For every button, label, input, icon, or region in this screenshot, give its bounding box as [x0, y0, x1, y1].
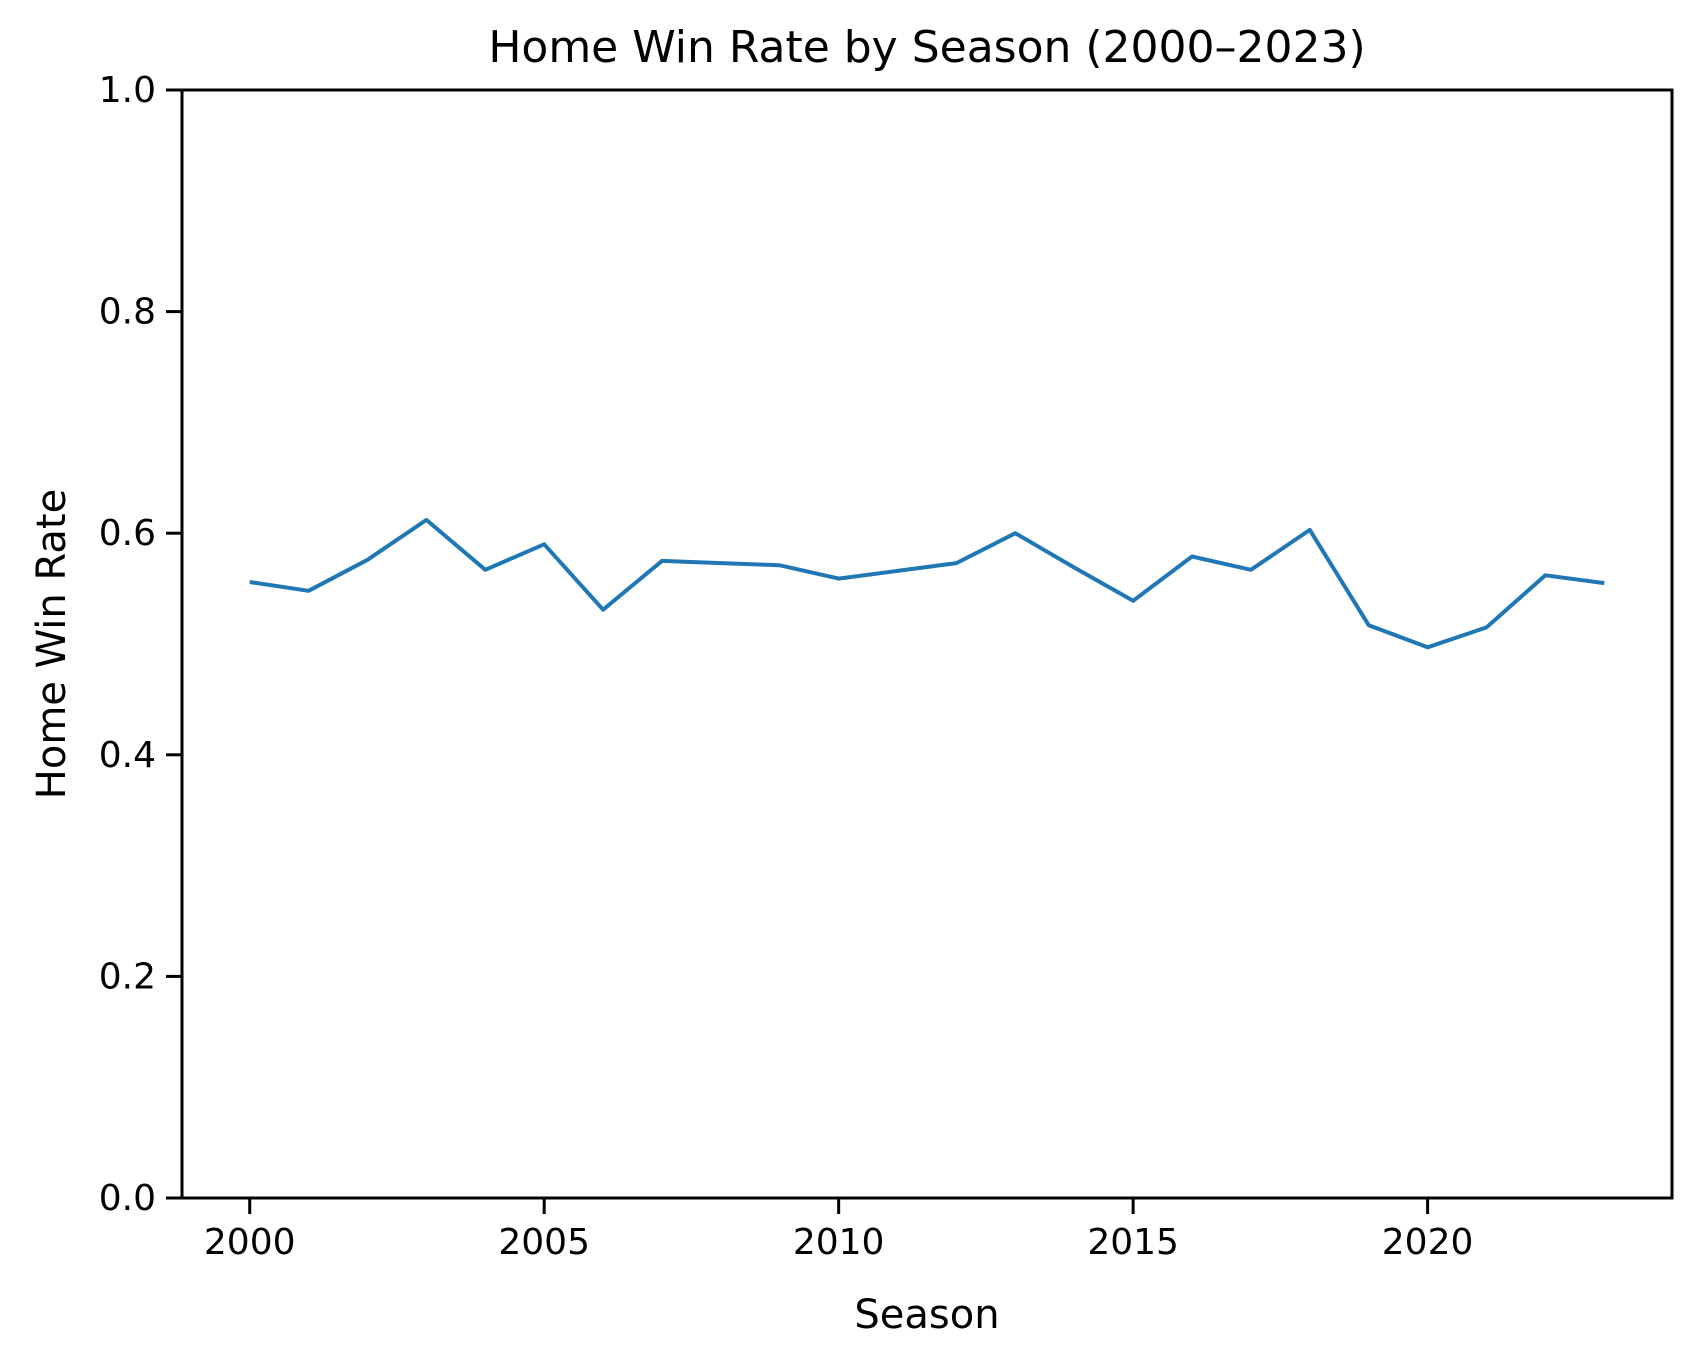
y-tick-label: 0.0: [99, 1178, 156, 1219]
x-tick-label: 2010: [793, 1222, 885, 1263]
x-tick-label: 2000: [204, 1222, 296, 1263]
data-line: [249, 517, 1605, 650]
y-tick-label: 0.4: [99, 735, 156, 776]
y-tick-label: 0.2: [99, 956, 156, 997]
axis-frame: [180, 88, 1674, 1200]
x-tick-label: 2020: [1382, 1222, 1474, 1263]
x-tick-label: 2015: [1087, 1222, 1179, 1263]
y-tick-label: 0.8: [99, 292, 156, 333]
x-tick-label: 2005: [498, 1222, 590, 1263]
x-axis-label: Season: [854, 1292, 1000, 1338]
chart-title: Home Win Rate by Season (2000–2023): [488, 22, 1366, 73]
y-tick-label: 0.6: [99, 513, 156, 554]
y-tick-label: 1.0: [99, 70, 156, 111]
